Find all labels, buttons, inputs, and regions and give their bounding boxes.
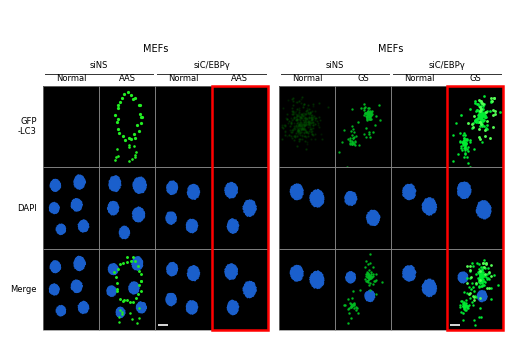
Polygon shape — [366, 210, 379, 225]
Text: Merge: Merge — [11, 285, 37, 294]
Text: GS: GS — [357, 74, 368, 83]
Text: siNS: siNS — [90, 61, 108, 70]
Polygon shape — [364, 290, 374, 302]
Polygon shape — [186, 219, 197, 233]
Text: MEFs: MEFs — [142, 44, 168, 54]
Polygon shape — [309, 271, 323, 289]
Text: siNS: siNS — [325, 61, 343, 70]
Polygon shape — [78, 301, 88, 313]
Polygon shape — [56, 224, 65, 235]
Polygon shape — [290, 184, 302, 200]
Polygon shape — [108, 264, 118, 275]
Polygon shape — [74, 256, 85, 271]
Polygon shape — [78, 220, 88, 232]
Polygon shape — [402, 184, 415, 200]
Polygon shape — [457, 182, 470, 198]
Text: DAPI: DAPI — [17, 204, 37, 213]
Polygon shape — [107, 286, 116, 296]
Polygon shape — [133, 177, 146, 193]
Polygon shape — [309, 190, 323, 207]
Polygon shape — [71, 280, 82, 293]
Polygon shape — [50, 261, 61, 273]
Text: GFP
-LC3: GFP -LC3 — [18, 117, 37, 137]
Polygon shape — [421, 279, 436, 297]
Text: Normal: Normal — [56, 74, 86, 83]
Polygon shape — [344, 191, 356, 205]
Polygon shape — [166, 212, 176, 224]
Polygon shape — [116, 307, 125, 317]
Polygon shape — [224, 182, 237, 198]
Text: AAS: AAS — [231, 74, 247, 83]
Polygon shape — [132, 207, 144, 222]
Polygon shape — [71, 199, 82, 211]
Polygon shape — [129, 282, 139, 294]
Polygon shape — [49, 203, 59, 214]
Text: siC/EBPγ: siC/EBPγ — [428, 61, 465, 70]
Polygon shape — [242, 281, 256, 298]
Text: GS: GS — [469, 74, 480, 83]
Polygon shape — [421, 198, 436, 215]
Polygon shape — [167, 262, 177, 276]
Polygon shape — [119, 226, 129, 239]
Polygon shape — [187, 184, 199, 199]
Polygon shape — [186, 301, 197, 314]
Polygon shape — [187, 266, 199, 281]
Polygon shape — [224, 264, 237, 279]
Polygon shape — [74, 175, 85, 189]
Polygon shape — [227, 300, 238, 315]
Polygon shape — [49, 284, 59, 295]
Polygon shape — [476, 291, 486, 302]
Polygon shape — [475, 201, 490, 219]
Polygon shape — [50, 180, 61, 191]
Polygon shape — [136, 302, 146, 313]
Polygon shape — [290, 265, 302, 281]
Polygon shape — [458, 272, 467, 283]
Text: Normal: Normal — [291, 74, 322, 83]
Polygon shape — [242, 200, 256, 216]
Polygon shape — [108, 201, 119, 215]
Polygon shape — [345, 272, 355, 283]
Polygon shape — [56, 305, 65, 316]
Text: AAS: AAS — [119, 74, 135, 83]
Text: siC/EBPγ: siC/EBPγ — [193, 61, 229, 70]
Polygon shape — [402, 266, 415, 281]
Text: Normal: Normal — [403, 74, 434, 83]
Polygon shape — [167, 181, 177, 195]
Text: Normal: Normal — [168, 74, 198, 83]
Polygon shape — [132, 257, 142, 270]
Polygon shape — [227, 219, 238, 233]
Polygon shape — [109, 176, 121, 192]
Text: MEFs: MEFs — [378, 44, 403, 54]
Polygon shape — [166, 293, 176, 306]
